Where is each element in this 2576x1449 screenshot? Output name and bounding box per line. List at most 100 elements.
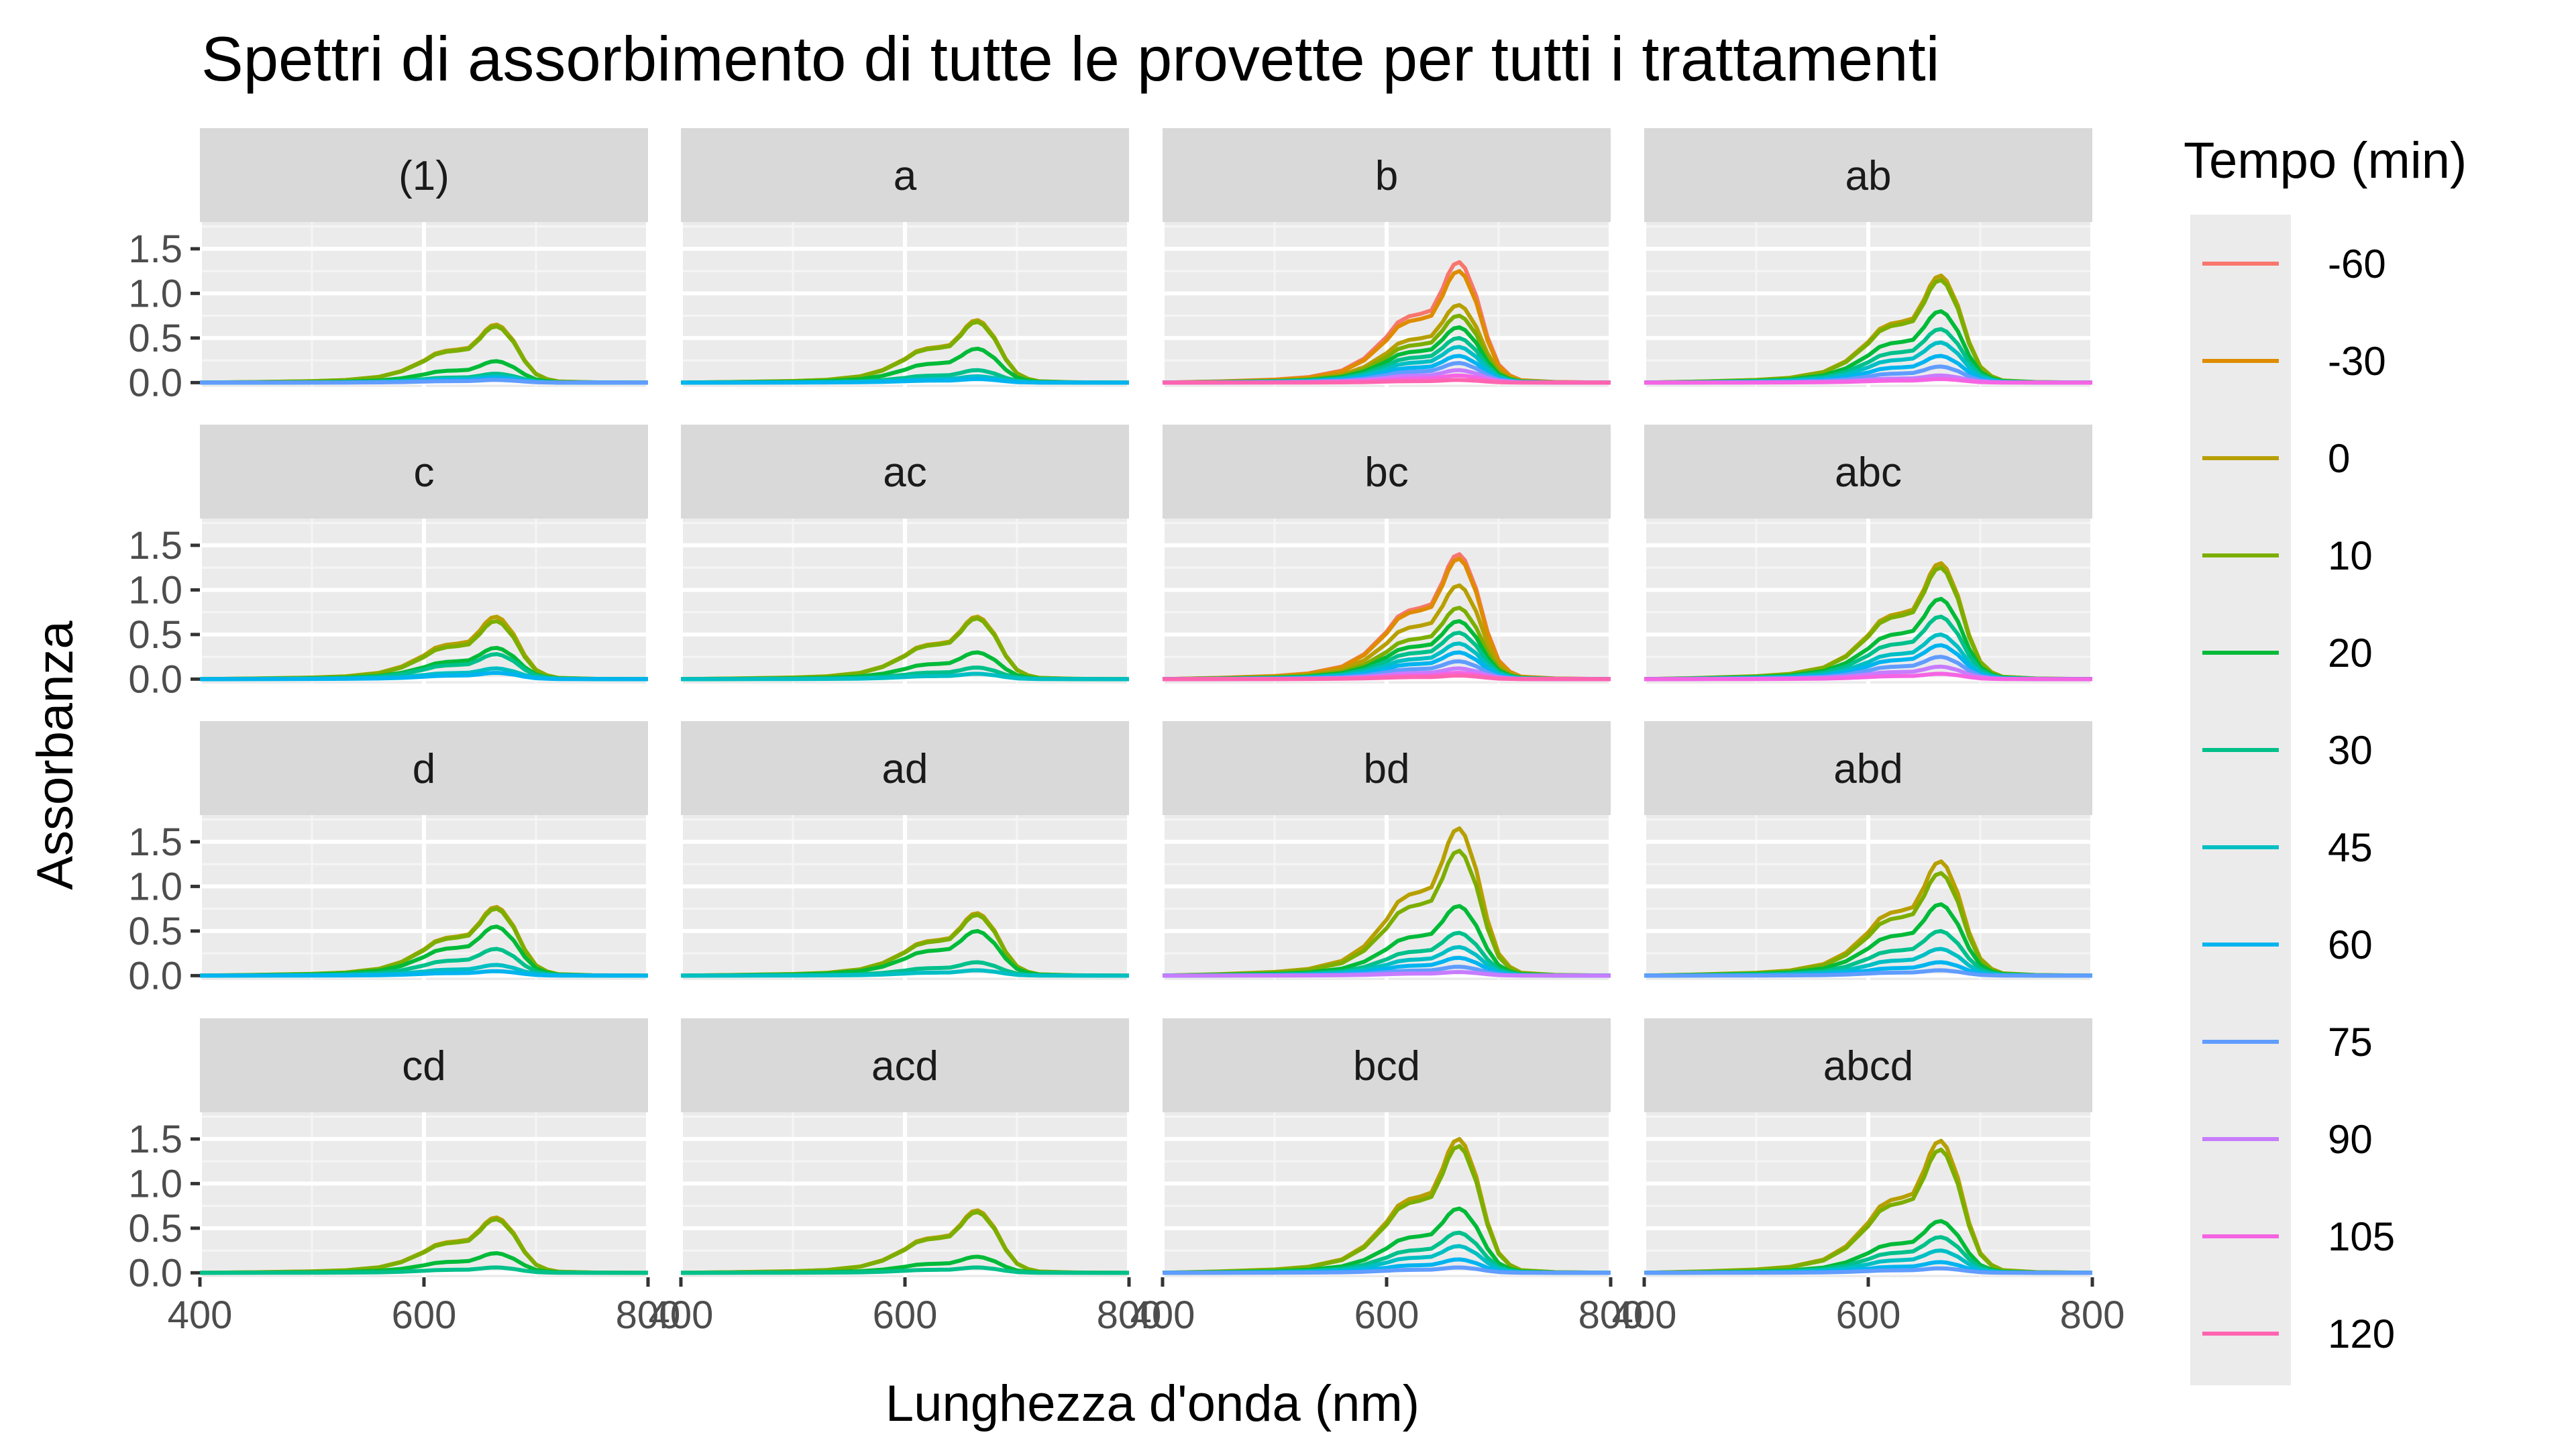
facet-strip-label: ad [882,746,928,792]
facet-strip-label: a [894,153,917,199]
x-tick-label: 400 [1130,1293,1195,1337]
facet-strip-label: cd [402,1043,445,1089]
series-line [1162,674,1611,682]
legend-label: 0 [2328,436,2350,481]
x-tick-label: 400 [1612,1293,1677,1337]
facet-panel: acd 400 600 800 [649,1018,1162,1337]
x-tick-label: 600 [873,1293,938,1337]
facet-strip-label: abc [1835,449,1902,496]
y-tick-label: 0.0 [128,657,182,701]
facet-panel: d 0.00.51.01.5 [128,721,650,998]
facet-panel: ad [679,721,1131,980]
series-line [680,1210,1130,1275]
x-tick-label: 800 [616,1293,681,1337]
facet-strip-label: c [414,449,435,496]
facet-strip [681,128,1129,222]
facet-strip [1163,128,1611,222]
series-line [1644,377,2093,385]
legend-label: 90 [2328,1117,2373,1162]
facet-strip-label: abcd [1823,1043,1913,1089]
x-tick-label: 600 [392,1293,457,1337]
facet-strip [1163,721,1611,815]
x-tick-label: 600 [1836,1293,1901,1337]
x-tick-label: 400 [649,1293,714,1337]
legend-label: 60 [2328,922,2373,967]
facet-strip-label: acd [871,1043,938,1089]
y-tick-label: 0.0 [128,1251,182,1295]
facet-strip [1644,128,2092,222]
series-line [680,377,1130,385]
facet-panel: bcd 400 600 800 [1130,1018,1644,1337]
facet-panel: abcd 400 600 800 [1612,1018,2125,1337]
facet-panel: b [1161,128,1613,387]
facet-strip [681,425,1129,519]
facet-panel: (1) 0.00.51.01.5 [128,128,650,405]
series-line [199,969,649,978]
facet-panel: a [679,128,1131,387]
series-line [1162,1265,1611,1275]
series-line [199,1217,649,1275]
y-tick-label: 1.0 [128,568,182,612]
series-line [680,968,1130,978]
facet-panel: ac [679,425,1131,684]
legend-label: 10 [2328,533,2373,578]
facet-strip [200,425,648,519]
y-tick-label: 1.0 [128,865,182,908]
facet-strip-label: ab [1845,153,1892,199]
facet-strip [681,721,1129,815]
y-tick-label: 0.0 [128,361,182,405]
facet-strip-label: bd [1364,746,1410,792]
series-line [1162,970,1611,978]
facet-strip [200,1018,648,1112]
series-line [1162,269,1611,385]
x-tick-label: 800 [1578,1293,1644,1337]
y-axis-title: Assorbanza [27,621,84,890]
x-tick-label: 800 [1097,1293,1162,1337]
series-line [199,1265,649,1275]
x-axis-title: Lunghezza d'onda (nm) [885,1375,1419,1432]
series-line [1644,672,2093,682]
series-line [1644,566,2093,682]
y-tick-label: 1.5 [128,227,182,271]
series-line [1644,968,2093,978]
series-line [680,672,1130,682]
facet-strip-label: ac [883,449,926,496]
facet-panel: bc [1161,425,1613,684]
series-line [199,671,649,682]
legend-key-background [2190,215,2291,1385]
legend-label: 30 [2328,728,2373,773]
facet-strip [1644,721,2092,815]
series-line [199,619,649,682]
y-tick-label: 0.0 [128,954,182,998]
y-tick-label: 1.5 [128,820,182,864]
facet-strip [1644,425,2092,519]
facet-strip-label: bcd [1353,1043,1420,1089]
facet-strip [1163,425,1611,519]
facet-strip [681,1018,1129,1112]
facet-panel: cd 0.00.51.01.5 400 600 800 [128,1018,680,1337]
y-tick-label: 1.0 [128,1162,182,1205]
legend-title: Tempo (min) [2184,132,2467,189]
x-tick-label: 800 [2060,1293,2125,1337]
facet-panel: c 0.00.51.01.5 [128,425,650,701]
y-tick-label: 0.5 [128,317,182,360]
chart-title: Spettri di assorbimento di tutte le prov… [201,23,1939,94]
series-line [1162,556,1611,682]
facet-panel: bd [1161,721,1613,980]
y-tick-label: 0.5 [128,910,182,953]
facet-strip-label: b [1375,153,1398,199]
series-line [1644,1266,2093,1275]
facet-strip-label: bc [1364,449,1408,496]
legend: Tempo (min) -60 -30 0 10 20 30 45 60 75 90 105 120 [2184,132,2467,1385]
series-line [1162,378,1611,385]
legend-entries: -60 -30 0 10 20 30 45 60 75 90 105 120 [2202,241,2395,1356]
legend-label: -30 [2328,339,2386,384]
y-tick-label: 0.5 [128,613,182,657]
legend-label: -60 [2328,241,2386,286]
series-line [1644,902,2093,978]
series-line [1644,871,2093,978]
facet-strip [200,128,648,222]
facet-panel: abd [1642,721,2094,980]
